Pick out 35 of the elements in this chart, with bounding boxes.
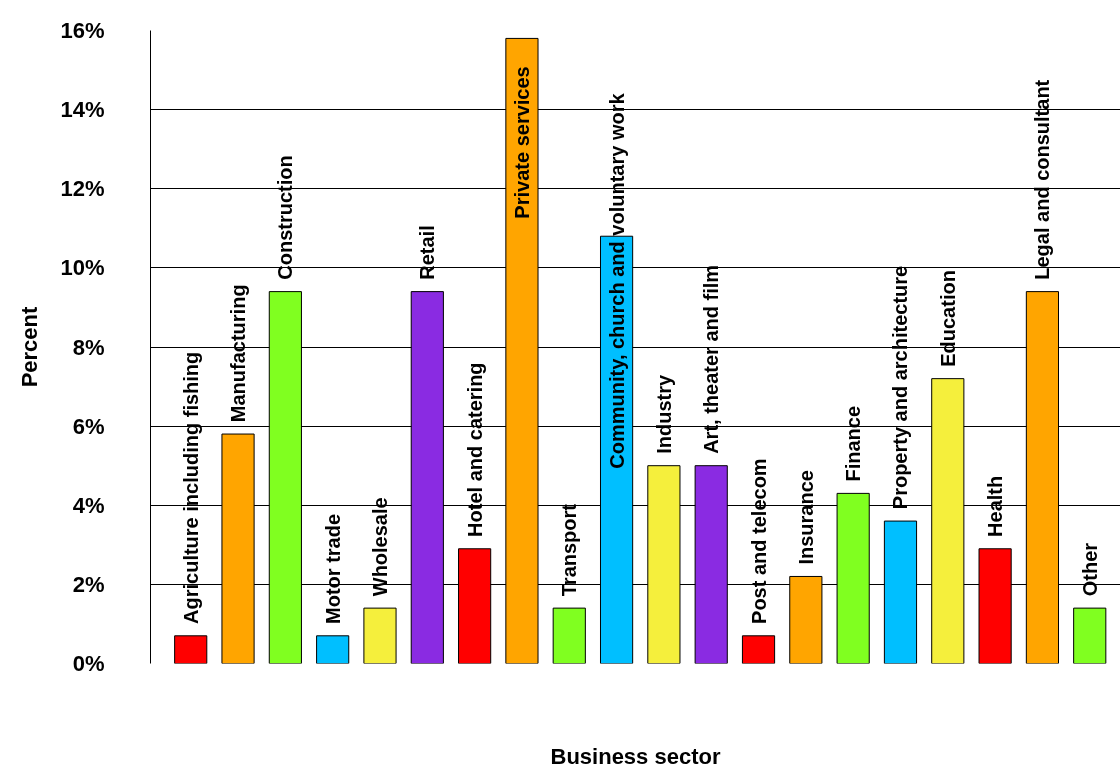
x-tick-label: Other (1078, 542, 1101, 597)
y-tick-label: 6% (72, 413, 105, 439)
x-axis-title: Business sector (550, 743, 721, 769)
bar (316, 635, 350, 664)
bar (363, 607, 397, 664)
x-tick-label: Agriculture including fishing (179, 351, 202, 624)
y-tick-label: 16% (60, 18, 105, 43)
y-tick-label: 12% (60, 176, 105, 202)
x-tick-label: Property and architecture (889, 265, 912, 510)
bar (741, 635, 776, 664)
y-tick-label: 8% (72, 334, 105, 360)
y-tick-label: 0% (72, 651, 105, 676)
x-tick-label: Insurance (794, 470, 817, 565)
x-tick-label: Construction (274, 155, 297, 280)
x-tick-label: Hotel and catering (463, 362, 486, 537)
x-tick-label: Education (936, 270, 959, 367)
x-tick-label: Art, theater and film (700, 264, 723, 454)
y-tick-label: 10% (60, 255, 105, 281)
x-tick-label: Finance (842, 405, 865, 482)
x-tick-label: Motor trade (321, 513, 344, 624)
x-tick-label: Retail (416, 225, 439, 280)
x-tick-label: Community, church and voluntary work (605, 92, 628, 469)
y-tick-label: 14% (60, 97, 105, 123)
bar (552, 607, 586, 664)
x-tick-label: Private services (510, 66, 533, 219)
bar (1073, 607, 1107, 664)
bar (174, 635, 208, 664)
x-tick-label: Industry (652, 374, 675, 454)
y-axis-title: Percent (17, 305, 43, 388)
y-tick-label: 4% (72, 492, 105, 518)
x-tick-label: Health (984, 475, 1007, 537)
x-tick-label: Manufacturing (227, 284, 250, 423)
x-tick-label: Transport (558, 503, 581, 597)
y-tick-label: 2% (72, 571, 105, 597)
x-tick-label: Wholesale (368, 497, 391, 597)
